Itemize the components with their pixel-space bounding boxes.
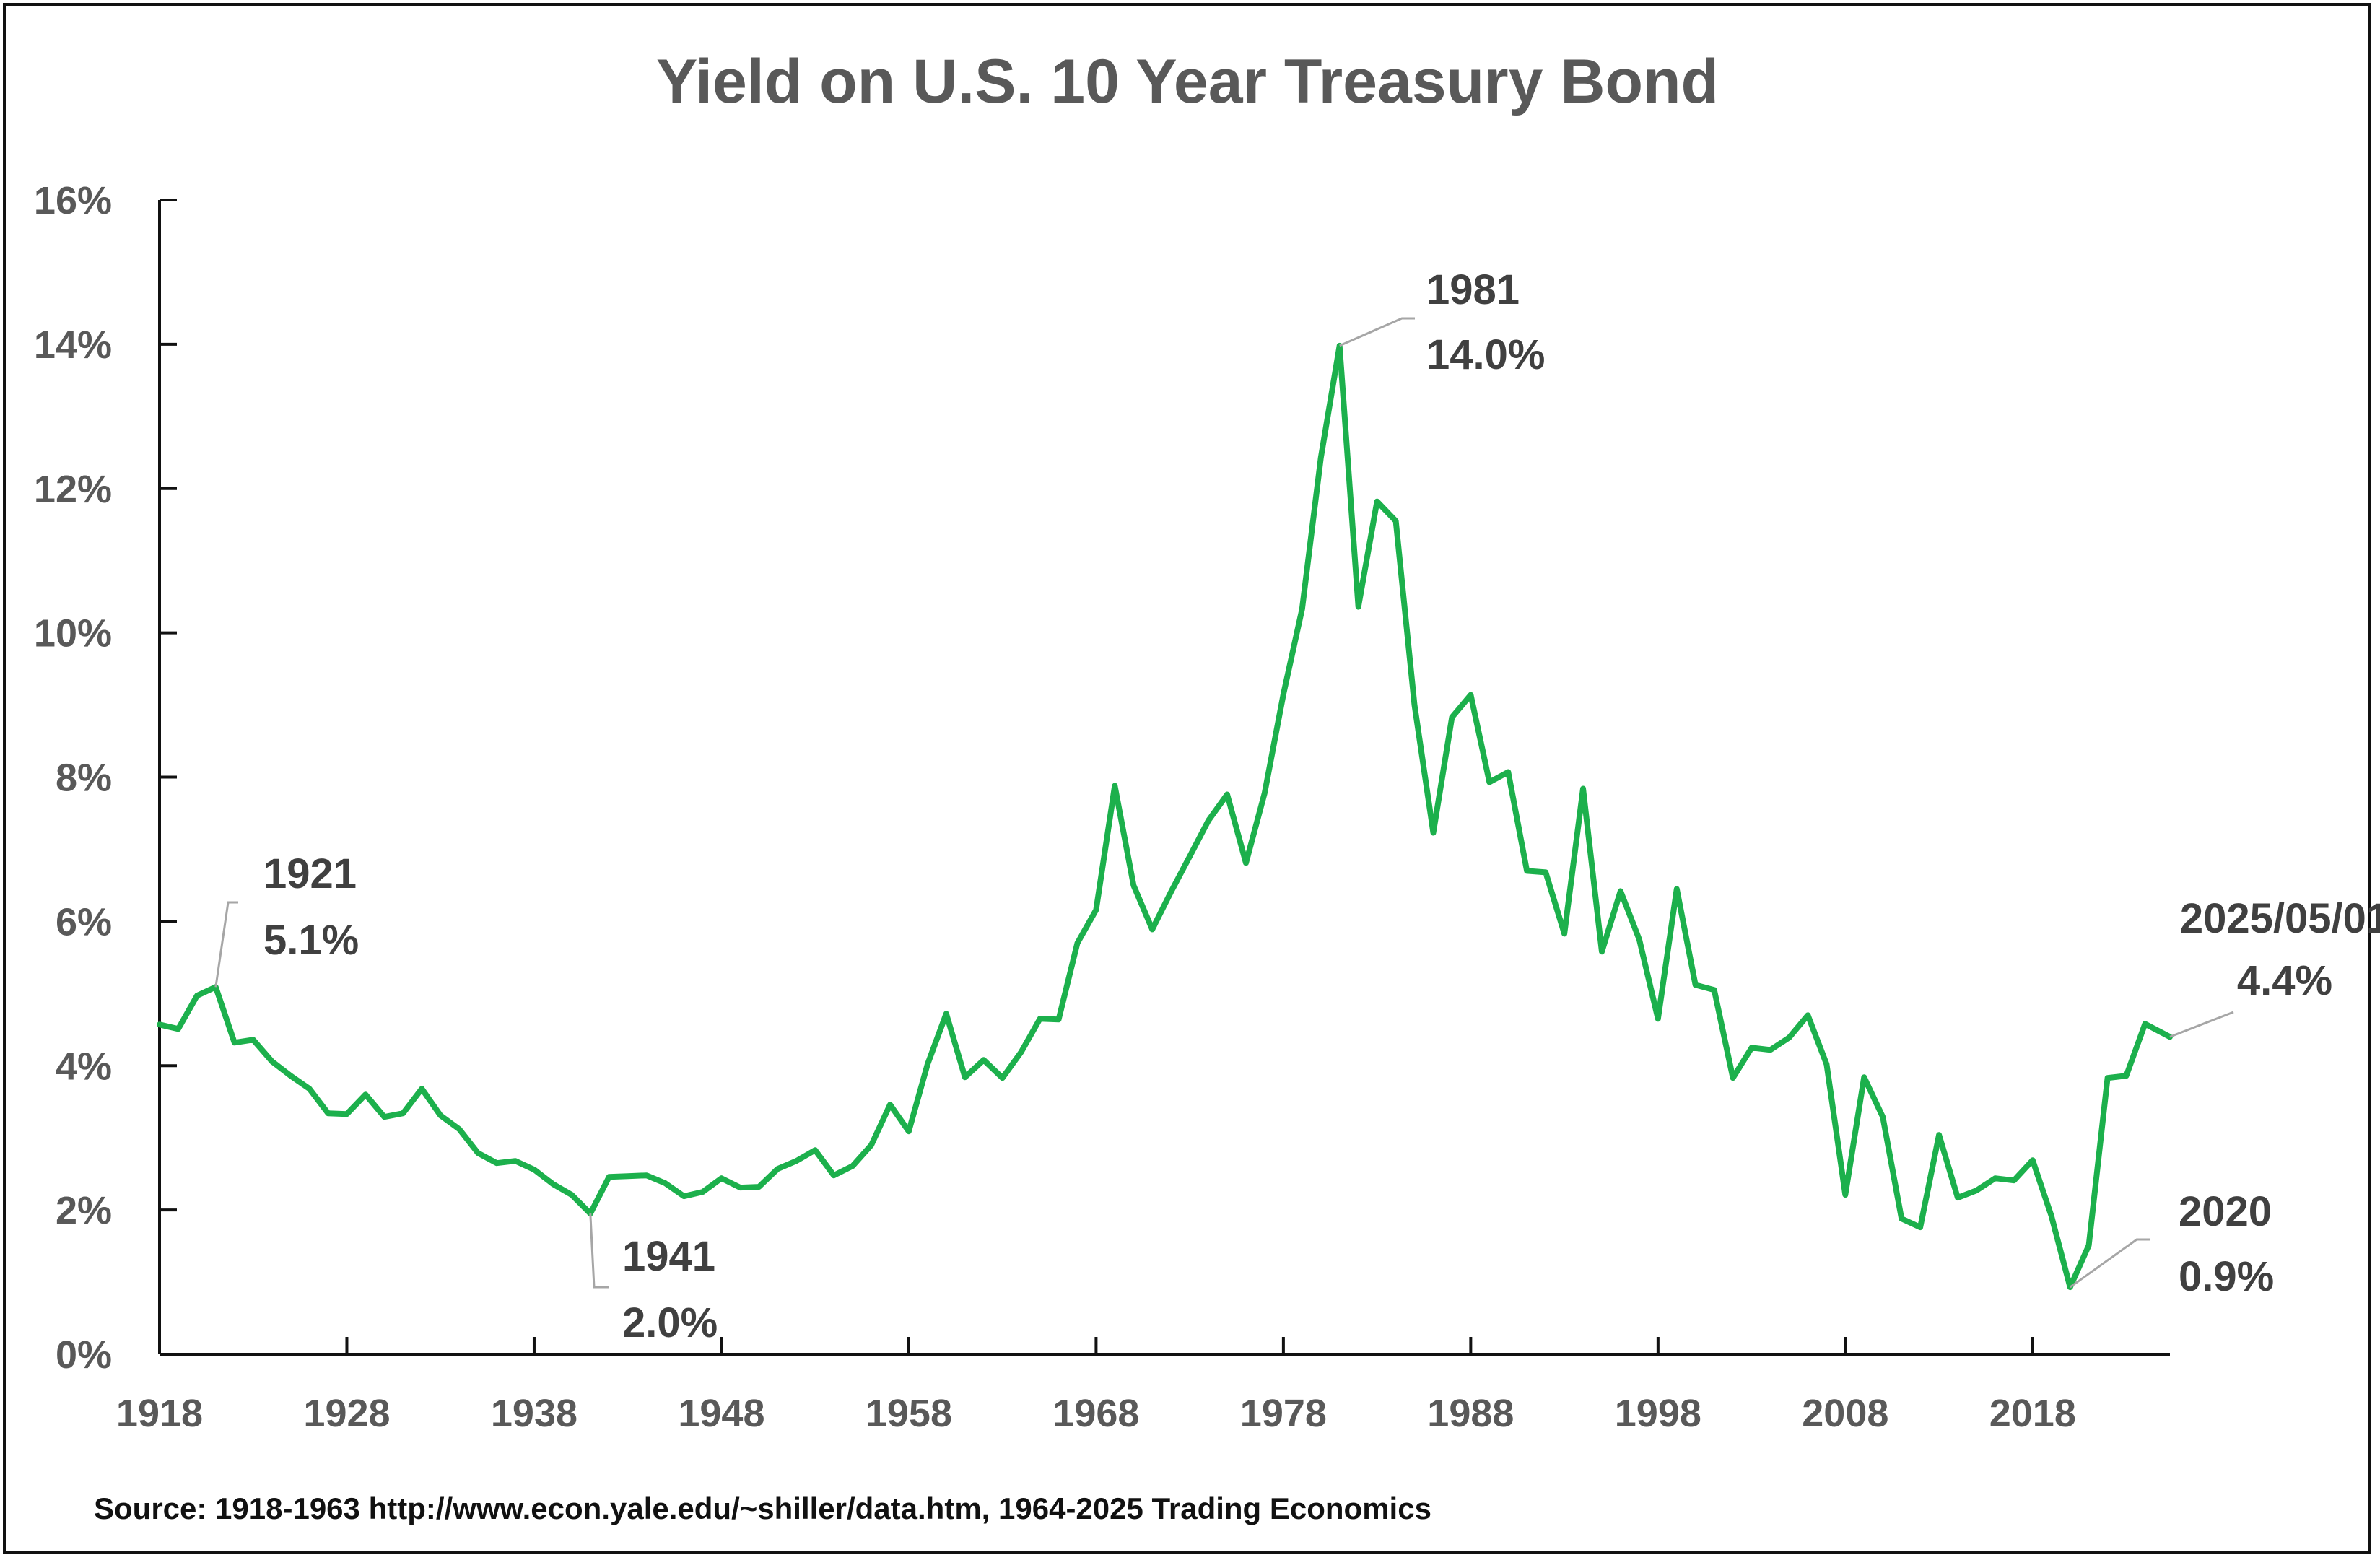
data-point bbox=[889, 1104, 891, 1105]
data-point bbox=[1582, 788, 1584, 789]
x-tick-label: 2018 bbox=[1989, 1392, 2076, 1435]
data-point bbox=[1601, 951, 1603, 952]
chart-frame bbox=[3, 3, 2371, 1554]
x-tick-label: 1978 bbox=[1240, 1392, 1327, 1435]
yield-series-line bbox=[157, 342, 2173, 1291]
y-tick-label: 0% bbox=[56, 1333, 112, 1377]
x-tick-label: 1948 bbox=[678, 1392, 764, 1435]
x-tick-label: 1928 bbox=[303, 1392, 390, 1435]
data-point bbox=[1226, 793, 1228, 795]
chart-title: Yield on U.S. 10 Year Treasury Bond bbox=[656, 47, 1719, 116]
data-point bbox=[1788, 1037, 1790, 1038]
data-point bbox=[477, 1152, 479, 1154]
source-note: Source: 1918-1963 http://www.econ.yale.e… bbox=[94, 1491, 1431, 1525]
data-point bbox=[1751, 1047, 1753, 1048]
data-point bbox=[1470, 694, 1471, 696]
y-tick-label: 10% bbox=[34, 612, 112, 655]
axes: 0% 2% 4% 6% 8% 10% 12% 14% 16% 1918 1928 1938 1948 19… bbox=[34, 179, 2170, 1435]
data-point bbox=[552, 1183, 554, 1185]
data-point bbox=[964, 1076, 966, 1078]
data-point bbox=[795, 1160, 797, 1162]
annotation-year-label: 1921 bbox=[263, 850, 357, 897]
data-point bbox=[515, 1160, 516, 1162]
y-tick-label: 12% bbox=[34, 468, 112, 511]
x-tick-label: 1968 bbox=[1052, 1392, 1139, 1435]
data-point bbox=[1919, 1226, 1921, 1228]
data-point bbox=[1938, 1134, 1940, 1136]
y-tick-label: 6% bbox=[56, 900, 112, 944]
data-point bbox=[1620, 890, 1621, 892]
data-point bbox=[2088, 1245, 2090, 1246]
data-point bbox=[702, 1191, 703, 1193]
x-tick-label: 1918 bbox=[116, 1392, 203, 1435]
data-point bbox=[1002, 1077, 1003, 1079]
data-point bbox=[346, 1113, 347, 1115]
data-point bbox=[646, 1175, 648, 1176]
annotations: 1921 5.1% 1941 2.0% 1981 14.0% 2020 0.9% 2025/05… bbox=[214, 266, 2380, 1346]
data-point bbox=[2013, 1180, 2015, 1181]
annotation-leader-line bbox=[1339, 317, 1415, 347]
data-point bbox=[1208, 819, 1209, 821]
data-point bbox=[402, 1112, 404, 1114]
annotation-year-label: 2025/05/01 bbox=[2180, 895, 2380, 942]
data-point bbox=[365, 1094, 366, 1095]
data-point bbox=[1133, 884, 1134, 886]
data-point bbox=[1488, 781, 1490, 783]
x-tick-label: 1998 bbox=[1615, 1392, 1701, 1435]
data-point bbox=[196, 995, 198, 996]
data-point bbox=[458, 1128, 460, 1130]
data-point bbox=[234, 1042, 235, 1043]
data-point bbox=[627, 1175, 629, 1177]
annotation-value-label: 4.4% bbox=[2237, 957, 2332, 1004]
data-point bbox=[720, 1177, 722, 1179]
annotation-leader-line bbox=[589, 1213, 609, 1289]
data-point bbox=[1320, 457, 1322, 458]
data-point bbox=[927, 1063, 928, 1065]
y-tick-label: 16% bbox=[34, 179, 112, 222]
data-point bbox=[1058, 1019, 1060, 1020]
annotation-value-label: 2.0% bbox=[622, 1299, 718, 1346]
data-point bbox=[1863, 1076, 1865, 1078]
annotation-year-label: 2020 bbox=[2179, 1188, 2272, 1235]
data-point bbox=[271, 1060, 273, 1062]
y-tick-label: 4% bbox=[56, 1045, 112, 1088]
annotation-leader-line bbox=[2169, 1011, 2234, 1038]
data-point bbox=[1432, 832, 1434, 833]
data-point bbox=[1564, 933, 1565, 934]
x-tick-label: 1988 bbox=[1427, 1392, 1514, 1435]
y-tick-label: 8% bbox=[56, 757, 112, 800]
data-point bbox=[440, 1115, 441, 1116]
data-point bbox=[1076, 942, 1078, 944]
annotation-value-label: 14.0% bbox=[1426, 331, 1545, 378]
annotation-value-label: 5.1% bbox=[263, 917, 359, 964]
annotation-leader-line bbox=[214, 901, 238, 988]
annotation-year-label: 1941 bbox=[622, 1233, 715, 1280]
data-point bbox=[1395, 520, 1397, 522]
data-point bbox=[908, 1130, 910, 1132]
y-tick-label: 14% bbox=[34, 323, 112, 367]
data-point bbox=[533, 1169, 535, 1170]
annotation-leader-line bbox=[2069, 1238, 2150, 1289]
data-point bbox=[2107, 1077, 2109, 1079]
x-tick-label: 2008 bbox=[1802, 1392, 1888, 1435]
data-point bbox=[1826, 1063, 1827, 1065]
data-point bbox=[1358, 606, 1359, 608]
data-point bbox=[1732, 1077, 1734, 1079]
y-tick-label: 2% bbox=[56, 1189, 112, 1232]
annotation-year-label: 1981 bbox=[1426, 266, 1520, 313]
series-layer bbox=[157, 342, 2173, 1291]
annotation-value-label: 0.9% bbox=[2179, 1253, 2274, 1300]
data-point bbox=[2032, 1159, 2034, 1161]
x-tick-label: 1958 bbox=[866, 1392, 952, 1435]
data-point bbox=[814, 1149, 816, 1151]
x-tick-label: 1938 bbox=[491, 1392, 577, 1435]
data-point bbox=[1151, 928, 1153, 930]
data-point bbox=[665, 1182, 666, 1184]
data-point bbox=[871, 1144, 872, 1146]
